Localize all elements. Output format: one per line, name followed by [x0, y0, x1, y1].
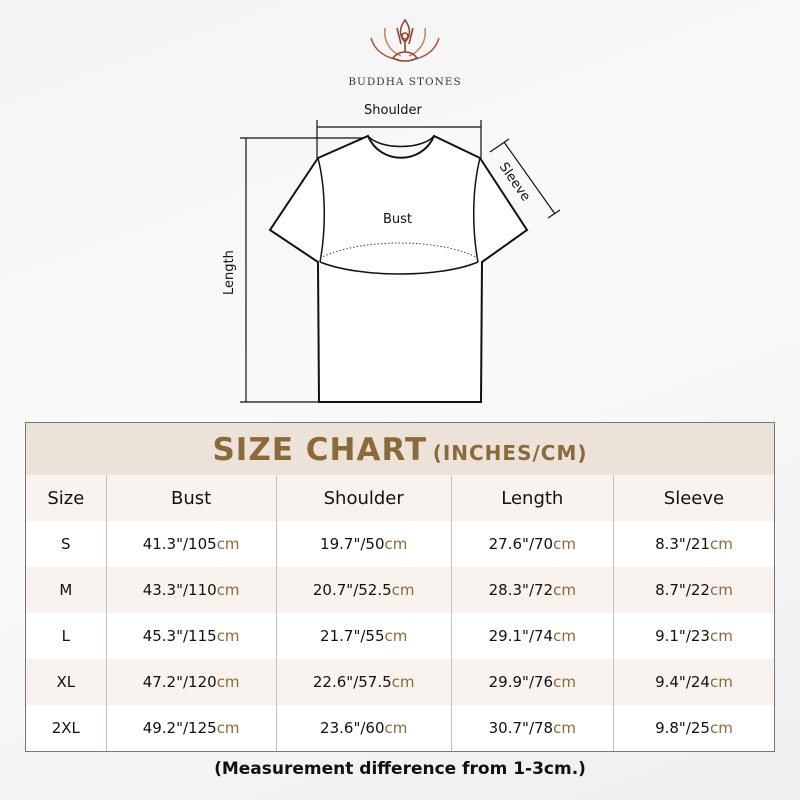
tshirt-outline [268, 134, 529, 403]
length-label: Length [222, 250, 237, 295]
measurement-cell: 8.3"/21 cm [612, 521, 774, 567]
measurement-cell: 9.8"/25 cm [612, 705, 774, 751]
shoulder-label: Shoulder [364, 103, 422, 118]
measurement-cell: 45.3"/115 cm [105, 613, 276, 659]
measurement-cell: 19.7"/50 cm [275, 521, 451, 567]
measurement-cell: 30.7"/78 cm [450, 705, 613, 751]
measurement-cell: 22.6"/57.5 cm [275, 659, 451, 705]
size-cell: S [61, 535, 71, 553]
header-size: Size [47, 487, 85, 509]
measurement-cell: 8.7"/22 cm [612, 567, 774, 613]
brand-logo: BUDDHA STONES [330, 14, 480, 88]
measurement-note: (Measurement difference from 1-3cm.) [214, 759, 586, 779]
lotus-meditation-logo-icon [370, 18, 440, 62]
table-row: M 43.3"/110 cm 20.7"/52.5 cm 28.3"/72 cm 8.7"/2… [26, 567, 774, 613]
bust-label: Bust [383, 212, 413, 227]
measurement-cell: 21.7"/55 cm [275, 613, 451, 659]
size-cell: 2XL [51, 719, 80, 737]
size-chart-title: SIZE CHART (INCHES/CM) [26, 423, 774, 475]
size-chart-table: SIZE CHART (INCHES/CM) Size Bust Shoulde… [25, 422, 775, 752]
header-shoulder: Shoulder [275, 475, 451, 521]
table-row: L 45.3"/115 cm 21.7"/55 cm 29.1"/74 cm 9.1"/23 c… [26, 613, 774, 659]
measurement-cell: 49.2"/125 cm [105, 705, 276, 751]
header-length: Length [450, 475, 613, 521]
measurement-cell: 28.3"/72 cm [450, 567, 613, 613]
measurement-cell: 29.9"/76 cm [450, 659, 613, 705]
header-sleeve: Sleeve [612, 475, 774, 521]
table-header-row: Size Bust Shoulder Length Sleeve [26, 475, 774, 521]
brand-name: BUDDHA STONES [348, 76, 462, 88]
table-row: S 41.3"/105 cm 19.7"/50 cm 27.6"/70 cm 8.3"/21 c… [26, 521, 774, 567]
tshirt-diagram [240, 120, 561, 403]
table-row: 2XL 49.2"/125 cm 23.6"/60 cm 30.7"/78 cm 9.8"/2… [26, 705, 774, 751]
measurement-cell: 27.6"/70 cm [450, 521, 613, 567]
bust-line [319, 242, 479, 259]
size-cell: L [61, 627, 70, 645]
measurement-cell: 47.2"/120 cm [105, 659, 276, 705]
measurement-cell: 43.3"/110 cm [105, 567, 276, 613]
measurement-cell: 9.4"/24 cm [612, 659, 774, 705]
header-bust: Bust [105, 475, 276, 521]
sleeve-dimension-line [503, 141, 556, 215]
measurement-cell: 23.6"/60 cm [275, 705, 451, 751]
table-row: XL 47.2"/120 cm 22.6"/57.5 cm 29.9"/76 cm 9.4"/… [26, 659, 774, 705]
measurement-cell: 9.1"/23 cm [612, 613, 774, 659]
size-cell: XL [56, 673, 76, 691]
measurement-cell: 41.3"/105 cm [105, 521, 276, 567]
measurement-cell: 20.7"/52.5 cm [275, 567, 451, 613]
measurement-cell: 29.1"/74 cm [450, 613, 613, 659]
size-cell: M [59, 581, 73, 599]
